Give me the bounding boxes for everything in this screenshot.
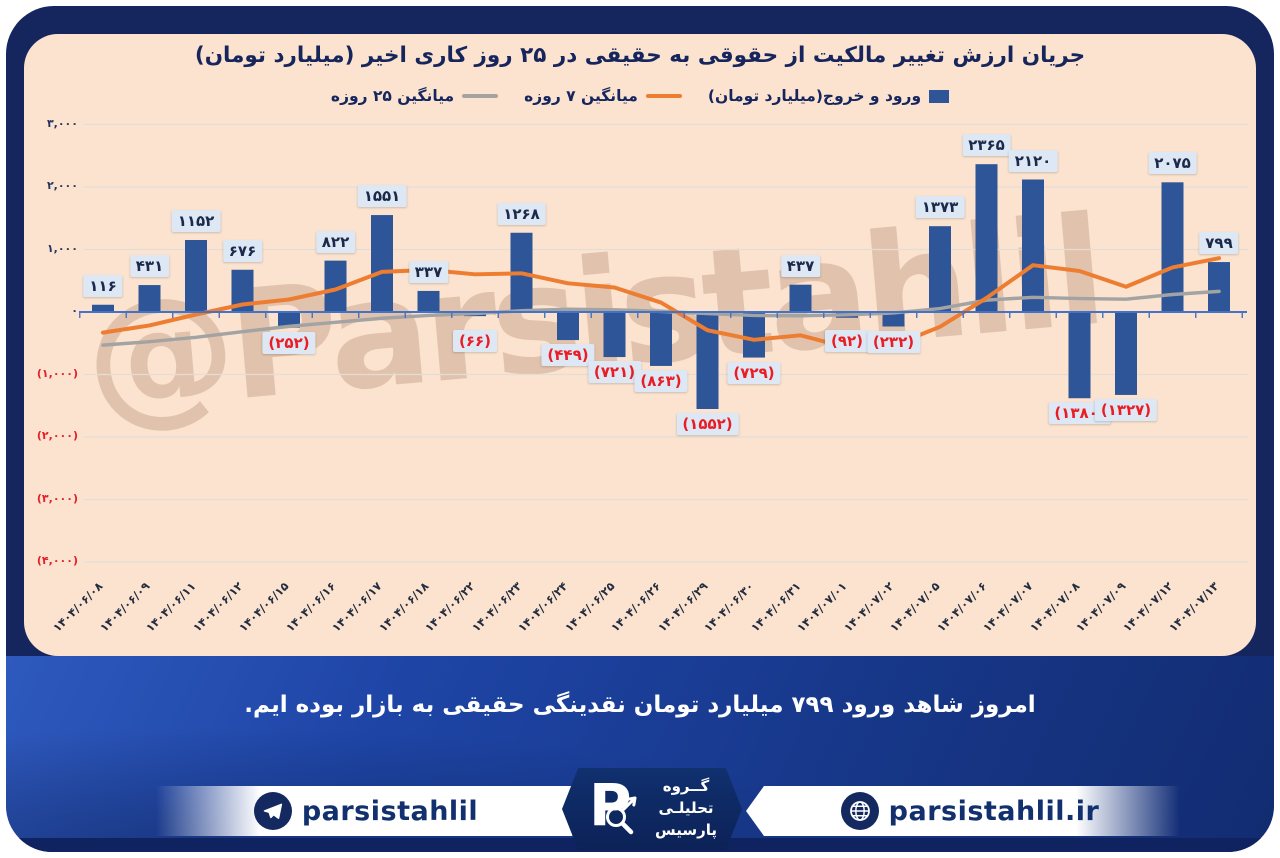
legend-label: میانگین ۷ روزه	[524, 87, 638, 105]
chart-card: @Parsistahlil جریان ارزش تغییر مالکیت از…	[24, 34, 1256, 656]
chart-title: جریان ارزش تغییر مالکیت از حقوقی به حقیق…	[194, 43, 1086, 68]
legend-item-ma7: میانگین ۷ روزه	[524, 87, 682, 105]
summary-band: امروز شاهد ورود ۷۹۹ میلیارد تومان نقدینگ…	[6, 656, 1274, 852]
legend-item-bars: ورود و خروج(میلیارد تومان)	[707, 87, 950, 105]
watermark-text: @Parsistahlil	[78, 185, 1107, 447]
website-url[interactable]: parsistahlil.ir	[888, 795, 1100, 827]
legend-label: میانگین ۲۵ روزه	[330, 87, 455, 105]
website-ribbon: parsistahlil.ir	[746, 786, 1180, 836]
ma25-line-swatch-icon	[462, 94, 499, 98]
ma7-line-swatch-icon	[645, 94, 682, 98]
telegram-icon[interactable]	[254, 792, 292, 830]
legend-label: ورود و خروج(میلیارد تومان)	[707, 87, 922, 105]
parsis-logo-text: گــروه تحلیلـی پارسیس	[655, 777, 717, 839]
parsis-logo-mark-icon: P	[587, 771, 645, 841]
parsis-logo: P گــروه تحلیلـی پارسیس	[562, 768, 742, 850]
chart-legend: ورود و خروج(میلیارد تومان) میانگین ۷ روز…	[24, 87, 1256, 105]
legend-item-ma25: میانگین ۲۵ روزه	[330, 87, 499, 105]
summary-message: امروز شاهد ورود ۷۹۹ میلیارد تومان نقدینگ…	[244, 692, 1036, 718]
bar-series-swatch-icon	[929, 89, 950, 103]
telegram-ribbon: parsistahlil	[156, 786, 590, 836]
globe-icon[interactable]	[840, 792, 879, 830]
telegram-handle[interactable]: parsistahlil	[301, 795, 479, 827]
